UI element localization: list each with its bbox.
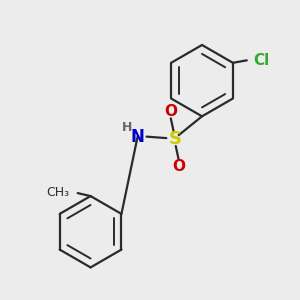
Text: H: H: [122, 121, 132, 134]
Text: O: O: [164, 104, 177, 119]
Text: N: N: [131, 128, 145, 146]
Text: O: O: [172, 159, 185, 174]
Text: Cl: Cl: [254, 53, 270, 68]
Text: S: S: [168, 130, 181, 148]
Text: CH₃: CH₃: [46, 186, 70, 199]
